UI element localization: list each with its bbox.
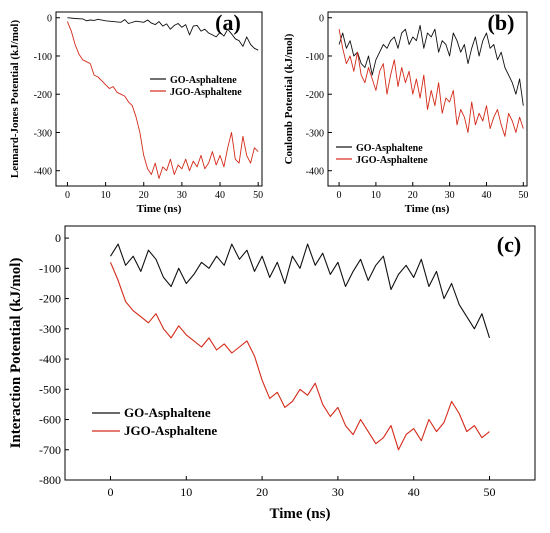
x-tick-label: 10	[180, 485, 192, 499]
panel-b-series-line-0	[338, 24, 524, 106]
panel-c-x-axis-title: Time (ns)	[270, 506, 331, 522]
panel-a: 0 10 20 30 40 50 0 -100 -200 -300 -400 (a) Time (n…	[9, 10, 263, 215]
panel-b-tag: (b)	[488, 10, 515, 35]
panel-c-legend: GO-Asphaltene JGO-Asphaltene	[92, 405, 217, 438]
y-tick-label: -100	[306, 52, 324, 63]
y-tick-label: -100	[34, 52, 52, 63]
panel-b-ticks: 0 10 20 30 40 50 0 -100 -200 -300 -400	[306, 14, 529, 201]
legend-label-1: JGO-Asphaltene	[356, 155, 428, 166]
panel-c-ticks: 0 10 20 30 40 50 0 -100 -200 -300 -400 -500 -600 -700…	[39, 231, 496, 499]
legend-label-0: GO-Asphaltene	[170, 75, 237, 86]
x-tick-label: 30	[177, 190, 187, 201]
x-tick-label: 30	[445, 190, 455, 201]
x-tick-label: 40	[408, 485, 420, 499]
panel-b-y-axis-title: Coulomb Potential (kJ/mol)	[283, 33, 295, 164]
y-tick-label: -400	[34, 167, 52, 178]
x-tick-label: 20	[139, 190, 149, 201]
panel-b-series-group	[338, 24, 524, 137]
panel-a-plot-frame	[55, 11, 263, 187]
x-tick-label: 50	[484, 485, 496, 499]
panel-c-series-line-0	[110, 243, 491, 339]
panel-a-series-group	[66, 17, 259, 179]
panel-a-series-line-1	[66, 21, 259, 179]
y-tick-label: 0	[55, 231, 61, 245]
panel-b-series-line-1	[338, 29, 524, 137]
legend-label-1: JGO-Asphaltene	[170, 87, 242, 98]
legend-label-0: GO-Asphaltene	[124, 405, 211, 420]
panel-a-x-axis-title: Time (ns)	[137, 203, 182, 215]
panel-c-plot-frame	[64, 225, 536, 481]
x-tick-label: 0	[337, 190, 342, 201]
x-tick-label: 10	[101, 190, 111, 201]
y-tick-label: 0	[47, 14, 52, 25]
x-tick-label: 50	[253, 190, 263, 201]
y-tick-label: -400	[39, 352, 61, 366]
y-tick-label: -100	[39, 261, 61, 275]
x-tick-label: 0	[65, 190, 70, 201]
panel-a-series-line-0	[67, 17, 259, 51]
x-tick-label: 10	[371, 190, 381, 201]
y-tick-label: 0	[319, 14, 324, 25]
panel-a-ticks: 0 10 20 30 40 50 0 -100 -200 -300 -400	[34, 14, 264, 201]
y-tick-label: -200	[34, 90, 52, 101]
y-tick-label: -600	[39, 413, 61, 427]
y-tick-label: -300	[306, 128, 324, 139]
x-tick-label: 0	[107, 485, 113, 499]
legend-label-0: GO-Asphaltene	[356, 143, 423, 154]
x-tick-label: 50	[518, 190, 528, 201]
panel-c-tag: (c)	[497, 232, 521, 257]
x-tick-label: 30	[332, 485, 344, 499]
x-tick-label: 40	[481, 190, 491, 201]
panel-b-plot-frame	[327, 11, 528, 187]
panel-c-series-line-1	[109, 262, 490, 451]
panel-b: 0 10 20 30 40 50 0 -100 -200 -300 -400 (b) Time (n…	[283, 10, 528, 215]
panel-c-y-axis-title: Interaction Potential (kJ/mol)	[8, 258, 24, 449]
y-tick-label: -700	[39, 443, 61, 457]
panel-c: 0 10 20 30 40 50 0 -100 -200 -300 -400 -500 -600 -700…	[8, 225, 536, 522]
panel-b-x-axis-title: Time (ns)	[405, 203, 450, 215]
y-tick-label: -800	[39, 473, 61, 487]
y-tick-label: -300	[39, 322, 61, 336]
panel-a-tag: (a)	[215, 10, 241, 35]
y-tick-label: -300	[34, 128, 52, 139]
y-tick-label: -200	[39, 292, 61, 306]
x-tick-label: 20	[256, 485, 268, 499]
legend-label-1: JGO-Asphaltene	[124, 423, 217, 438]
y-tick-label: -400	[306, 167, 324, 178]
panel-c-series-group	[109, 243, 491, 451]
x-tick-label: 40	[215, 190, 225, 201]
x-tick-label: 20	[408, 190, 418, 201]
y-tick-label: -200	[306, 90, 324, 101]
panel-a-y-axis-title: Lennard-Jones Potential (kJ/mol)	[9, 20, 21, 179]
y-tick-label: -500	[39, 382, 61, 396]
